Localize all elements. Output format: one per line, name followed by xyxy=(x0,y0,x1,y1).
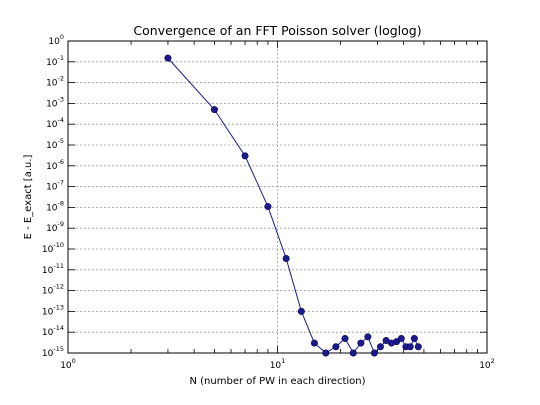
y-tick-label: 10-8 xyxy=(46,199,64,213)
data-point xyxy=(349,349,357,357)
y-tick-base: 10 xyxy=(46,224,58,234)
y-tick-base: 10 xyxy=(46,183,58,193)
x-tick-exponent: 1 xyxy=(281,357,285,365)
y-tick-label: 10-1 xyxy=(46,54,64,68)
y-tick-label: 10-15 xyxy=(42,345,64,359)
data-point xyxy=(332,343,340,351)
data-point xyxy=(210,106,218,114)
x-tick-label: 100 xyxy=(60,357,76,371)
series-layer xyxy=(164,54,422,357)
y-tick-exponent: -4 xyxy=(58,116,64,124)
data-point xyxy=(282,254,290,262)
y-tick-base: 10 xyxy=(46,99,58,109)
y-tick-exponent: -9 xyxy=(58,220,64,228)
y-tick-exponent: -2 xyxy=(58,75,64,83)
y-tick-base: 10 xyxy=(46,79,58,89)
y-tick-label: 10-6 xyxy=(46,158,64,172)
x-axis-label: N (number of PW in each direction) xyxy=(190,376,366,387)
y-tick-exponent: -1 xyxy=(58,54,64,62)
data-point xyxy=(310,339,318,347)
data-point xyxy=(397,334,405,342)
y-tick-label: 10-2 xyxy=(46,75,64,89)
y-tick-exponent: -7 xyxy=(58,179,64,187)
y-tick-label: 10-5 xyxy=(46,137,64,151)
y-tick-base: 10 xyxy=(46,162,58,172)
series-line xyxy=(167,57,419,354)
data-point xyxy=(322,349,330,357)
axis-ticks: 100 101 10210010-110-210-310-410-510-610-7… xyxy=(42,33,495,371)
y-tick-label: 10-14 xyxy=(42,324,64,338)
chart-title: Convergence of an FFT Poisson solver (lo… xyxy=(133,23,421,38)
y-tick-base: 10 xyxy=(46,141,58,151)
y-tick-exponent: -3 xyxy=(58,95,64,103)
data-point xyxy=(414,343,422,351)
y-tick-exponent: -15 xyxy=(53,345,64,353)
y-tick-base: 10 xyxy=(42,307,54,317)
y-tick-exponent: 0 xyxy=(60,33,64,41)
data-point xyxy=(370,349,378,357)
y-tick-label: 100 xyxy=(48,33,64,47)
y-tick-label: 10-13 xyxy=(42,303,64,317)
data-point xyxy=(297,307,305,315)
data-point xyxy=(393,338,401,346)
x-tick-label: 102 xyxy=(479,357,495,371)
y-tick-exponent: -12 xyxy=(53,283,64,291)
y-tick-label: 10-4 xyxy=(46,116,64,130)
y-tick-base: 10 xyxy=(46,58,58,68)
y-tick-label: 10-3 xyxy=(46,95,64,109)
y-tick-base: 10 xyxy=(42,245,54,255)
data-point xyxy=(410,334,418,342)
x-tick-exponent: 2 xyxy=(491,357,495,365)
data-point xyxy=(357,339,365,347)
y-tick-exponent: -14 xyxy=(53,324,64,332)
y-tick-label: 10-9 xyxy=(46,220,64,234)
y-tick-base: 10 xyxy=(46,203,58,213)
x-tick-label: 101 xyxy=(270,357,286,371)
y-tick-exponent: -5 xyxy=(58,137,64,145)
y-tick-base: 10 xyxy=(42,287,54,297)
x-tick-base: 10 xyxy=(270,361,282,371)
y-tick-label: 10-10 xyxy=(42,241,64,255)
y-tick-exponent: -13 xyxy=(53,303,64,311)
x-tick-base: 10 xyxy=(479,361,491,371)
y-tick-label: 10-12 xyxy=(42,283,64,297)
y-tick-base: 10 xyxy=(42,266,54,276)
data-point xyxy=(376,343,384,351)
x-tick-base: 10 xyxy=(60,361,72,371)
y-tick-exponent: -6 xyxy=(58,158,64,166)
data-point xyxy=(341,334,349,342)
y-tick-base: 10 xyxy=(42,328,54,338)
data-point xyxy=(164,54,172,62)
data-point xyxy=(241,152,249,160)
y-tick-base: 10 xyxy=(48,37,60,47)
x-tick-exponent: 0 xyxy=(72,357,76,365)
y-tick-label: 10-11 xyxy=(42,262,64,276)
y-tick-exponent: -8 xyxy=(58,199,64,207)
data-point xyxy=(264,203,272,211)
y-tick-base: 10 xyxy=(46,120,58,130)
data-point xyxy=(364,333,372,341)
data-point xyxy=(406,343,414,351)
grid xyxy=(68,41,487,353)
y-tick-base: 10 xyxy=(42,349,54,359)
y-tick-exponent: -10 xyxy=(53,241,64,249)
y-tick-exponent: -11 xyxy=(53,262,64,270)
y-tick-label: 10-7 xyxy=(46,179,64,193)
y-axis-label: E - E_exact [a.u.] xyxy=(23,154,34,239)
